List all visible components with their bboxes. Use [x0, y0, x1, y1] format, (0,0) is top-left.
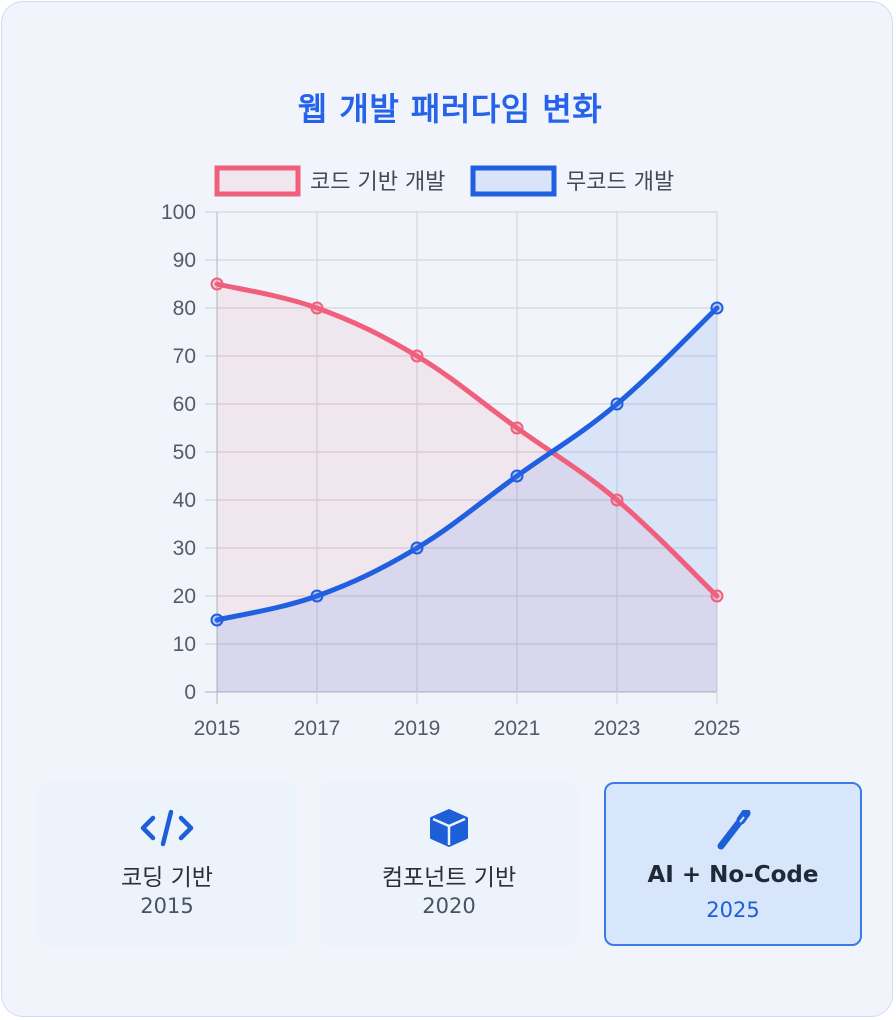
stage-label: 코딩 기반 [121, 865, 213, 891]
chart-lines [214, 281, 720, 623]
chart-title: 웹 개발 패러다임 변화 [297, 90, 603, 128]
data-point [610, 397, 624, 411]
x-tick-label: 2021 [494, 717, 541, 740]
stage-year: 2025 [706, 898, 760, 922]
y-tick-label: 90 [173, 249, 196, 272]
chart-grid [205, 211, 718, 704]
stage-label: 컴포넌트 기반 [381, 865, 517, 891]
y-tick-label: 40 [173, 489, 196, 512]
y-tick-label: 70 [173, 345, 196, 368]
series-line-0 [214, 281, 720, 599]
data-point [410, 349, 424, 363]
y-tick-label: 50 [173, 441, 196, 464]
data-point [610, 493, 624, 507]
legend-swatch [470, 165, 557, 197]
line-chart: 코드 기반 개발 무코드 개발 0 10 20 30 40 50 60 70 80 90 100 201… [161, 165, 740, 740]
x-tick-label: 2017 [294, 717, 341, 740]
x-tick-label: 2025 [694, 717, 741, 740]
x-tick-label: 2019 [394, 717, 441, 740]
cube-icon [320, 808, 578, 848]
chart-points [210, 277, 724, 627]
chart-legend: 코드 기반 개발 무코드 개발 [214, 165, 674, 197]
magic-wand-icon [606, 810, 860, 850]
stage-card-ai-nocode: AI + No-Code 2025 [604, 782, 862, 946]
data-point [510, 421, 524, 435]
y-tick-label: 60 [173, 393, 196, 416]
data-point [510, 469, 524, 483]
y-tick-label: 20 [173, 585, 196, 608]
y-tick-label: 0 [184, 681, 196, 704]
series-area-1 [217, 308, 717, 692]
data-point [210, 613, 224, 627]
series-line-1 [214, 305, 720, 623]
legend-label: 코드 기반 개발 [310, 170, 445, 195]
x-tick-label: 2023 [594, 717, 641, 740]
stage-year: 2020 [422, 894, 476, 918]
data-point [310, 301, 324, 315]
data-point [410, 541, 424, 555]
x-tick-label: 2015 [194, 717, 241, 740]
legend-swatch [214, 165, 301, 197]
data-point [310, 589, 324, 603]
series-area-0 [217, 284, 717, 692]
data-point [210, 277, 224, 291]
y-tick-label: 80 [173, 297, 196, 320]
stage-card-coding: 코딩 기반 2015 [38, 782, 296, 946]
legend-label: 무코드 개발 [566, 170, 674, 195]
data-point [710, 589, 724, 603]
data-point [710, 301, 724, 315]
stage-card-component: 컴포넌트 기반 2020 [320, 782, 578, 946]
chart-areas [217, 284, 717, 692]
chart-ticks: 0 10 20 30 40 50 60 70 80 90 100 2015 2017 2019 2021 20… [161, 201, 740, 740]
code-icon [38, 808, 296, 848]
y-tick-label: 10 [173, 633, 196, 656]
y-tick-label: 100 [161, 201, 196, 224]
y-tick-label: 30 [173, 537, 196, 560]
stage-label: AI + No-Code [647, 862, 819, 888]
stage-year: 2015 [140, 894, 194, 918]
